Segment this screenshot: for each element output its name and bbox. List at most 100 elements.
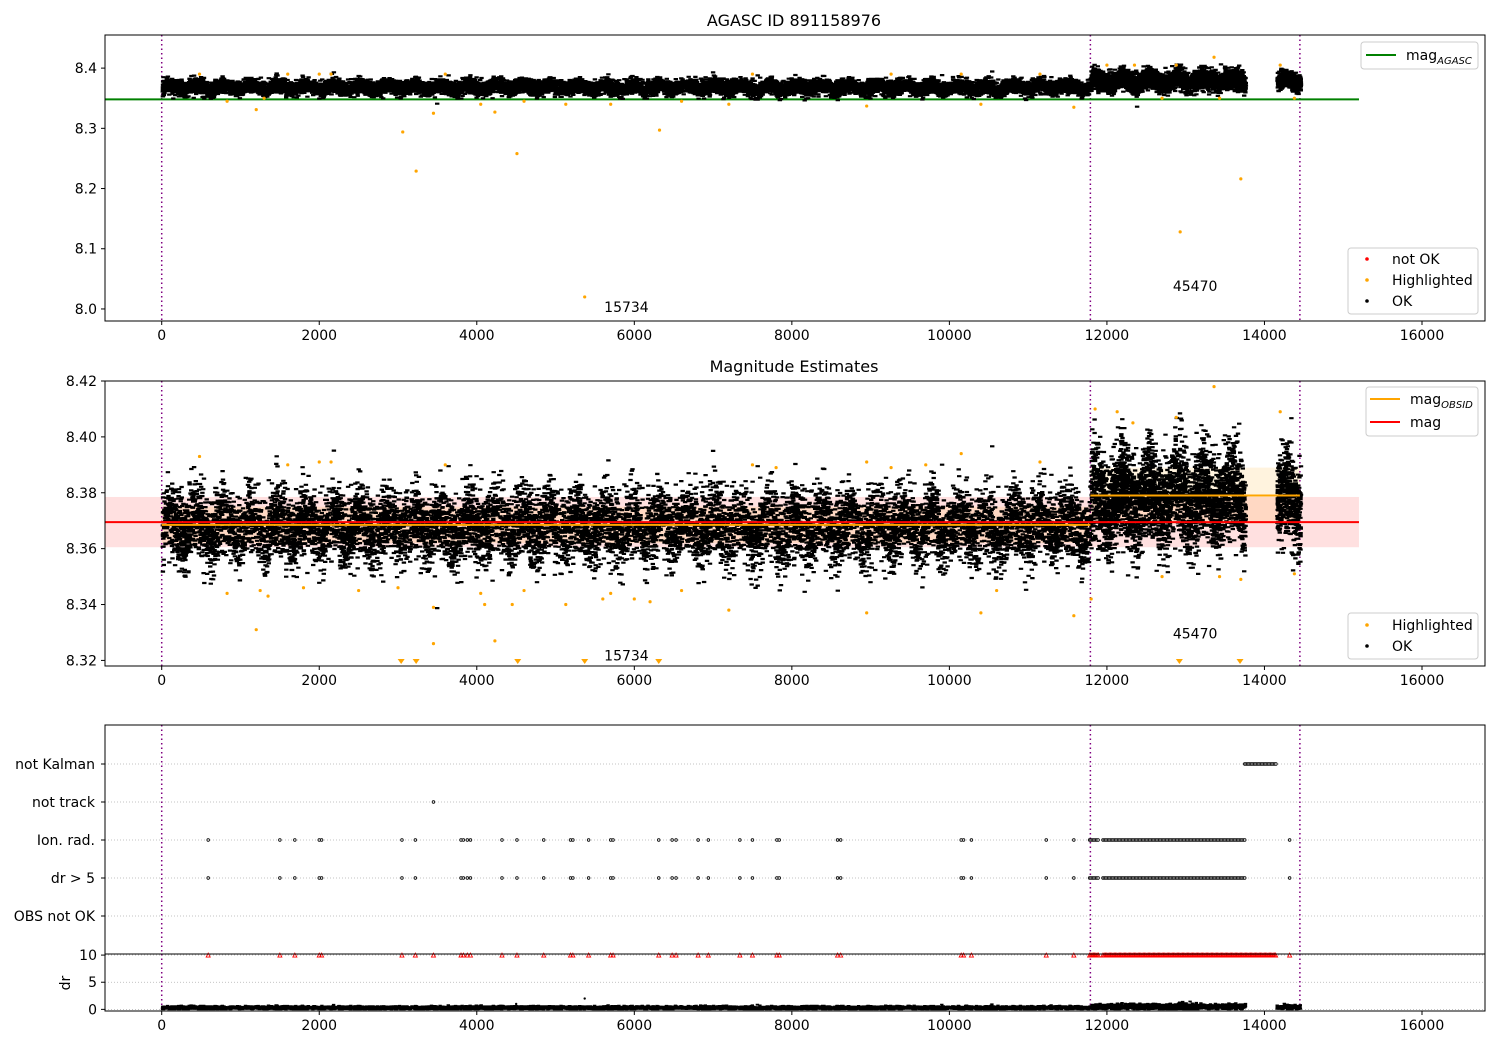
dr-ok-points [160, 1000, 1303, 1011]
below-range-marker [1236, 659, 1244, 664]
highlighted-point [317, 460, 321, 464]
highlighted-point [865, 460, 869, 464]
highlighted-point [396, 586, 400, 590]
flag-point [319, 876, 324, 880]
x-tick-label: 12000 [1085, 673, 1130, 689]
highlighted-point [286, 463, 290, 467]
below-range-marker [581, 659, 589, 664]
highlighted-point [727, 608, 731, 612]
highlighted-point [262, 96, 266, 100]
flag-point [586, 876, 591, 880]
flag-point [571, 876, 575, 880]
highlighted-point [1160, 574, 1164, 579]
flag-point [611, 876, 615, 880]
highlighted-point [1178, 230, 1182, 234]
x-tick-label: 6000 [616, 673, 652, 689]
legend-label-sub: AGASC [1436, 56, 1472, 67]
legend-label: magOBSID [1410, 392, 1473, 411]
flag-point [961, 838, 966, 842]
flag-point [670, 838, 674, 842]
legend-label-sub: OBSID [1441, 400, 1473, 411]
flag-point [278, 876, 282, 880]
flag-point [542, 876, 546, 880]
highlighted-point [1217, 574, 1222, 579]
x-tick-label: 4000 [459, 673, 495, 689]
flag-point [515, 876, 519, 880]
dr-panel: 0 2000 4000 6000 8000 10000 12000 14000 16000 0 5… [58, 948, 1486, 1034]
flag-point [571, 838, 575, 842]
clipped-dr-marker [430, 952, 437, 958]
legend-label: magAGASC [1406, 48, 1472, 67]
highlighted-point [889, 72, 893, 76]
clipped-dr-marker [514, 952, 520, 958]
flag-point [674, 838, 678, 842]
y-tick-label: 8.40 [66, 430, 97, 446]
clipped-dr-marker [464, 952, 471, 958]
flag-point [657, 876, 661, 880]
highlighted-point [431, 111, 436, 115]
clipped-dr-marker [467, 952, 474, 958]
highlighted-point [225, 591, 229, 595]
flag-point [750, 876, 755, 880]
highlighted-point [197, 454, 202, 459]
highlighted-point [301, 586, 306, 590]
below-range-marker [655, 659, 663, 664]
dr-ylabel: dr [58, 975, 74, 990]
panel-title: AGASC ID 891158976 [707, 11, 881, 30]
clipped-dr-marker [669, 952, 675, 958]
highlighted-point [329, 72, 333, 76]
highlighted-point [1212, 55, 1216, 59]
x-tick-label: 4000 [459, 1018, 495, 1034]
flag-label: Ion. rad. [37, 833, 95, 849]
highlighted-point [225, 99, 229, 103]
x-tick-label: 10000 [927, 673, 972, 689]
y-tick-label: 8.1 [75, 242, 97, 258]
x-tick-label: 8000 [774, 328, 810, 344]
legend-marker [1365, 257, 1369, 261]
y-tick-label: 8.38 [66, 486, 97, 502]
x-tick-label: 10000 [927, 1018, 972, 1034]
highlighted-point [1072, 105, 1076, 109]
highlighted-point [431, 642, 436, 646]
x-tick-label: 16000 [1400, 1018, 1445, 1034]
highlighted-point [479, 102, 483, 106]
flag-point [413, 838, 418, 842]
highlighted-point [564, 602, 568, 607]
highlighted-point [995, 588, 999, 593]
obsid-annotation: 45470 [1173, 626, 1218, 642]
dr-point [514, 1002, 518, 1006]
clipped-dr-marker [412, 952, 419, 958]
legend-label: Highlighted [1392, 273, 1473, 289]
highlighted-point [979, 102, 983, 106]
highlighted-point [443, 463, 447, 467]
clipped-dr-marker [460, 952, 467, 958]
clipped-dr-marker [292, 952, 298, 958]
legend-label-main: mag [1410, 415, 1441, 431]
clipped-dr-marker [1286, 952, 1293, 958]
flag-point [1096, 838, 1100, 842]
highlighted-point [493, 110, 497, 114]
flag-point [750, 838, 755, 842]
magnitude-estimates-panel: Magnitude Estimates 15734 45470 0 2000 4000… [66, 357, 1486, 689]
axes-frame [104, 380, 1486, 667]
flag-label: dr > 5 [51, 871, 95, 887]
flag-point [465, 876, 470, 880]
highlighted-point [583, 295, 587, 299]
clipped-dr-marker [610, 952, 616, 958]
highlighted-point [1292, 572, 1296, 576]
highlighted-point [258, 588, 262, 593]
flag-point [206, 876, 210, 880]
legend-marker [1365, 623, 1369, 627]
legend-box [1347, 612, 1479, 660]
legend-label-main: mag [1406, 48, 1437, 64]
highlighted-point [657, 128, 662, 132]
highlighted-point [1072, 614, 1076, 618]
x-tick-label: 6000 [616, 328, 652, 344]
x-tick-label: 2000 [301, 673, 337, 689]
highlighted-point [889, 466, 893, 470]
flag-label: OBS not OK [14, 909, 96, 925]
highlighted-point [632, 597, 636, 601]
clipped-dr-marker [541, 952, 547, 958]
flag-label: not Kalman [15, 757, 95, 773]
